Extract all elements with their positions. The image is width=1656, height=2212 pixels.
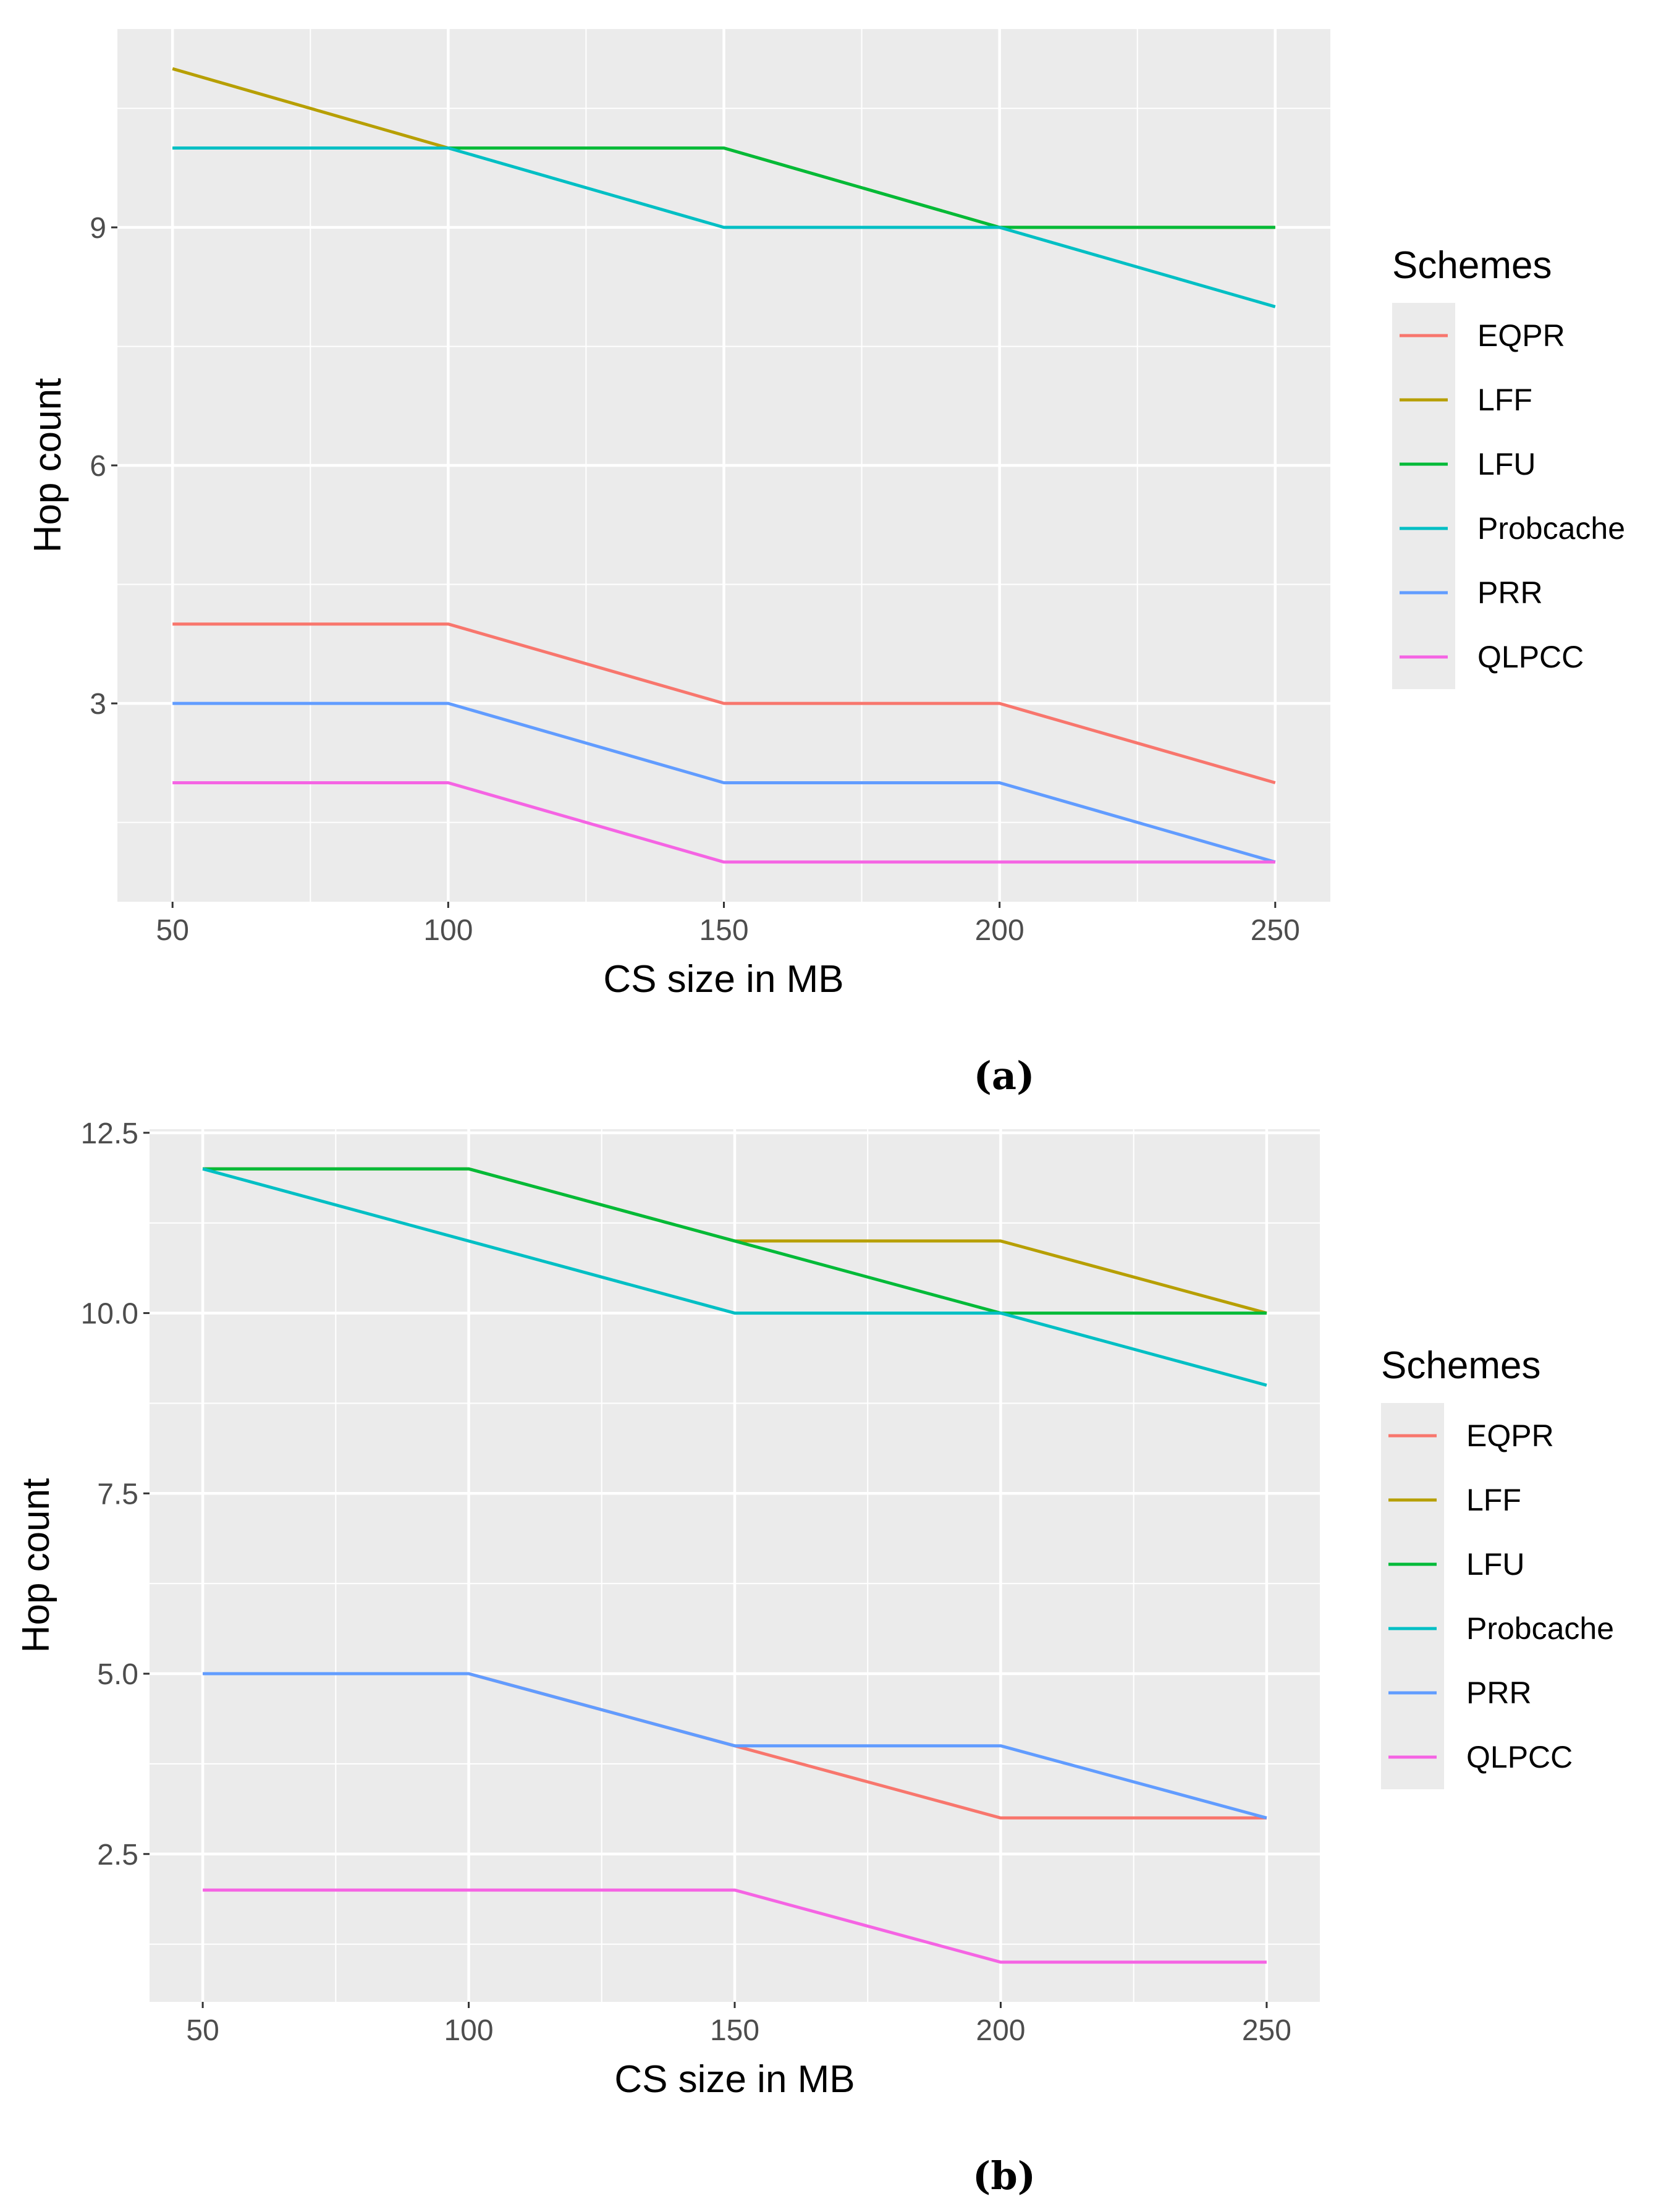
legend-key-background — [1381, 1403, 1444, 1789]
legend-label-prr: PRR — [1477, 575, 1543, 610]
panel-a: 3 6 9 50 100 150 200 250 CS size in MB Hop cou… — [27, 29, 1625, 1098]
series-line-prr — [203, 1672, 1267, 1820]
legend-label-qlpcc: QLPCC — [1466, 1740, 1573, 1774]
legend-label-probcache: Probcache — [1466, 1611, 1614, 1646]
legend-key-background — [1392, 303, 1455, 689]
y-tick-label: 10.0 — [81, 1298, 138, 1331]
y-axis: 3 6 9 — [90, 212, 117, 721]
legend-label-probcache: Probcache — [1477, 511, 1625, 546]
legend-label-lfu: LFU — [1466, 1547, 1524, 1582]
legend-items: EQPR LFF LFU Probcache PRR QLPCC — [1388, 1418, 1614, 1774]
series-line-probcache — [202, 1167, 1267, 1387]
x-axis: 50 100 150 200 250 — [156, 902, 1300, 947]
series-line-lfu — [203, 1167, 1267, 1315]
x-tick-label: 200 — [976, 2014, 1025, 2047]
legend: Schemes EQPR LFF LFU Probcache PRR QLPCC — [1392, 244, 1625, 689]
legend-label-eqpr: EQPR — [1477, 318, 1565, 353]
y-tick-label: 12.5 — [81, 1117, 138, 1150]
y-tick-label: 9 — [90, 212, 106, 245]
x-tick-label: 250 — [1251, 914, 1300, 947]
series-lines — [202, 1167, 1267, 1964]
x-tick-label: 200 — [975, 914, 1024, 947]
series-line-qlpcc — [172, 781, 1275, 864]
legend-label-lff: LFF — [1466, 1483, 1521, 1517]
panel-caption: (a) — [974, 1053, 1035, 1098]
y-tick-label: 5.0 — [97, 1658, 138, 1691]
x-axis-label: CS size in MB — [614, 2058, 855, 2101]
y-tick-label: 6 — [90, 450, 106, 483]
series-line-qlpcc — [203, 1888, 1267, 1964]
legend-label-lfu: LFU — [1477, 447, 1536, 481]
panel-b: 2.5 5.0 7.5 10.0 12.5 50 100 150 200 250 CS size… — [15, 1117, 1614, 2198]
legend-label-qlpcc: QLPCC — [1477, 640, 1584, 674]
y-tick-label: 2.5 — [97, 1839, 138, 1871]
series-line-probcache — [172, 146, 1276, 308]
series-lines — [172, 67, 1276, 864]
x-tick-label: 100 — [444, 2014, 493, 2047]
legend: Schemes EQPR LFF LFU Probcache PRR QLPCC — [1381, 1344, 1614, 1789]
panel-caption: (b) — [973, 2153, 1036, 2198]
y-tick-label: 7.5 — [97, 1478, 138, 1511]
series-line-prr — [172, 701, 1276, 864]
x-tick-label: 50 — [186, 2014, 219, 2047]
y-tick-label: 3 — [90, 688, 106, 721]
y-axis: 2.5 5.0 7.5 10.0 12.5 — [81, 1117, 150, 1871]
legend-items: EQPR LFF LFU Probcache PRR QLPCC — [1400, 318, 1625, 674]
x-tick-label: 250 — [1242, 2014, 1291, 2047]
x-axis-label: CS size in MB — [603, 958, 843, 1001]
series-line-eqpr — [172, 622, 1276, 784]
x-tick-label: 150 — [699, 914, 748, 947]
y-axis-label: Hop count — [27, 378, 69, 553]
legend-label-eqpr: EQPR — [1466, 1418, 1554, 1453]
x-tick-label: 150 — [710, 2014, 759, 2047]
x-tick-label: 100 — [423, 914, 473, 947]
y-axis-label: Hop count — [15, 1478, 57, 1653]
legend-title: Schemes — [1392, 244, 1552, 287]
legend-label-lff: LFF — [1477, 383, 1532, 417]
legend-title: Schemes — [1381, 1344, 1540, 1387]
x-tick-label: 50 — [156, 914, 189, 947]
x-axis: 50 100 150 200 250 — [186, 2002, 1291, 2047]
legend-label-prr: PRR — [1466, 1676, 1532, 1710]
